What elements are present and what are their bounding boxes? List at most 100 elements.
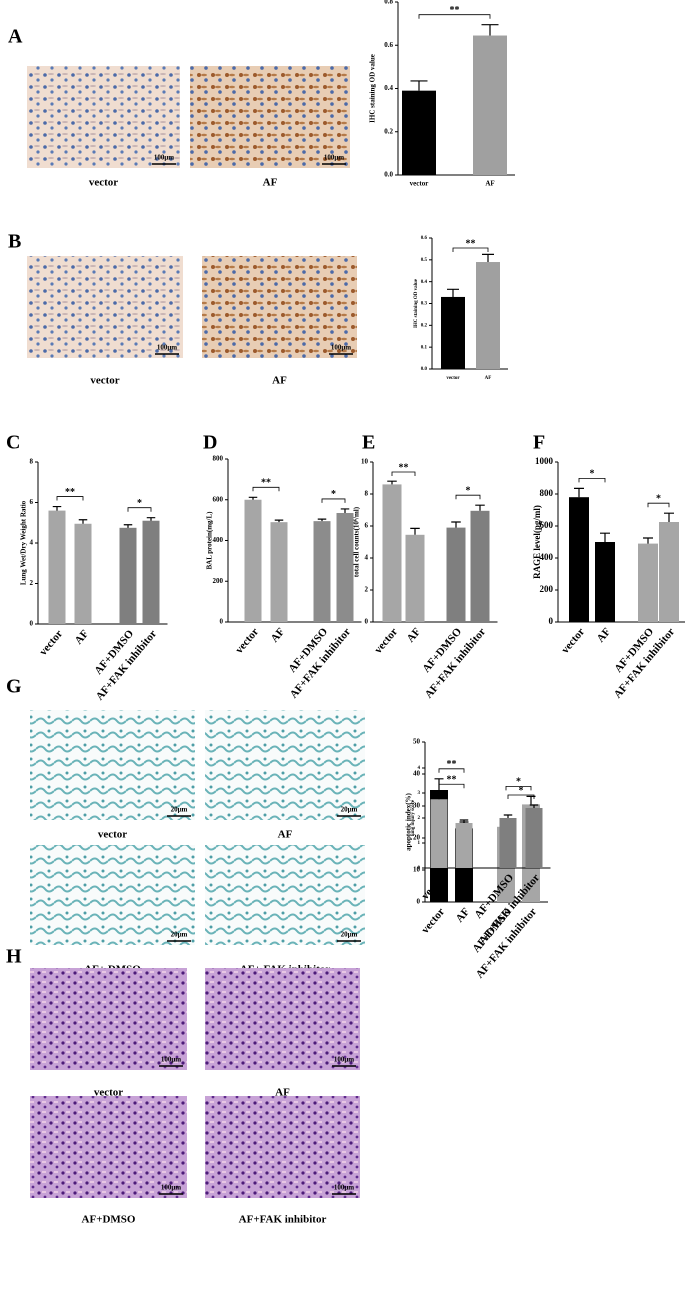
bar bbox=[48, 510, 66, 624]
panel-label: D bbox=[203, 432, 217, 454]
y-tick-label: 0.6 bbox=[384, 41, 393, 49]
micrograph bbox=[205, 710, 365, 820]
error-bar bbox=[447, 288, 459, 297]
significance-bracket bbox=[418, 14, 491, 19]
y-tick-label: 2 bbox=[365, 586, 369, 594]
micrograph bbox=[30, 968, 187, 1070]
error-bar bbox=[482, 253, 494, 263]
error-bar bbox=[643, 537, 653, 544]
micrograph-caption: vector bbox=[90, 375, 119, 387]
y-tick-label: 2 bbox=[30, 579, 34, 587]
micrograph bbox=[205, 845, 365, 945]
y-tick-label: 10 bbox=[361, 458, 369, 466]
significance-label: * bbox=[516, 777, 521, 788]
error-bar bbox=[340, 508, 350, 513]
scale-bar-label: 20μm bbox=[341, 931, 358, 939]
error-bar bbox=[317, 518, 327, 522]
bar bbox=[455, 823, 473, 868]
bar bbox=[270, 522, 288, 622]
scale-bar-label: 20μm bbox=[171, 806, 188, 814]
y-tick-label: 4 bbox=[365, 554, 369, 562]
error-bar bbox=[274, 519, 284, 523]
y-tick-label: 1 bbox=[418, 841, 421, 846]
significance-label: * bbox=[137, 498, 142, 509]
significance-label: * bbox=[656, 493, 661, 504]
micrographs: 100μm vector 100μm AF 100μm vector 100μm AF 20μm… bbox=[27, 66, 365, 1226]
bar bbox=[430, 799, 448, 868]
bar bbox=[473, 35, 507, 175]
significance-label: ** bbox=[466, 238, 476, 249]
micrograph bbox=[190, 66, 350, 168]
panel-label: G bbox=[6, 676, 22, 698]
error-bar bbox=[475, 504, 485, 511]
y-tick-label: 0.5 bbox=[421, 258, 428, 263]
significance-bracket bbox=[647, 502, 670, 508]
micrograph-caption: AF bbox=[275, 1087, 290, 1099]
error-bar bbox=[410, 80, 428, 91]
y-tick-label: 8 bbox=[30, 458, 34, 466]
bar bbox=[74, 523, 92, 624]
micrograph bbox=[205, 968, 360, 1070]
significance-bracket bbox=[455, 494, 481, 500]
significance-label: ** bbox=[447, 775, 457, 786]
significance-bracket bbox=[452, 247, 489, 252]
x-tick-label: vector bbox=[559, 626, 587, 656]
y-tick-label: 0.0 bbox=[384, 171, 393, 179]
error-bar bbox=[52, 505, 62, 511]
error-bar bbox=[387, 480, 397, 485]
y-tick-label: 200 bbox=[213, 577, 224, 585]
y-tick-label: 800 bbox=[213, 455, 224, 463]
y-tick-label: 800 bbox=[540, 488, 554, 498]
bar bbox=[336, 512, 354, 622]
error-bar bbox=[503, 814, 513, 818]
significance-label: * bbox=[466, 485, 471, 496]
y-axis-label: RAGE level(pg/ml) bbox=[532, 505, 542, 579]
error-bar bbox=[434, 793, 444, 800]
bar bbox=[446, 527, 466, 622]
y-axis-label: total cell counts(10⁶/ml) bbox=[353, 506, 361, 577]
error-bar bbox=[248, 496, 258, 500]
x-tick-label: vector bbox=[372, 626, 400, 656]
y-axis-label: IHC staining OD value bbox=[369, 54, 377, 123]
y-tick-label: 400 bbox=[213, 536, 224, 544]
significance-bracket bbox=[391, 471, 416, 476]
y-tick-label: 2 bbox=[418, 816, 421, 821]
scale-bar-label: 100μm bbox=[161, 1184, 181, 1192]
x-tick-label: vector bbox=[233, 626, 261, 656]
significance-bracket bbox=[438, 783, 465, 789]
significance-bracket bbox=[507, 794, 535, 799]
y-tick-label: 0.4 bbox=[384, 84, 393, 92]
y-tick-label: 20 bbox=[413, 834, 421, 842]
y-tick-label: 3 bbox=[418, 791, 421, 796]
significance-bracket bbox=[578, 478, 606, 483]
scale-bar-label: 100μm bbox=[154, 154, 174, 162]
x-tick-label: vector bbox=[410, 180, 429, 188]
panel-label: F bbox=[533, 432, 545, 454]
y-tick-label: 40 bbox=[413, 770, 421, 778]
scale-bar-label: 100μm bbox=[331, 344, 351, 352]
micrograph bbox=[27, 66, 180, 168]
x-tick-label: AF bbox=[269, 626, 288, 645]
y-tick-label: 8 bbox=[365, 490, 369, 498]
y-tick-label: 0 bbox=[418, 866, 421, 871]
y-tick-label: 1000 bbox=[535, 456, 554, 466]
micrograph-caption: vector bbox=[98, 829, 127, 841]
micrograph bbox=[30, 1096, 187, 1198]
error-bar bbox=[410, 527, 420, 535]
x-tick-label: vector bbox=[446, 376, 460, 381]
error-bar bbox=[451, 521, 461, 528]
micrograph-caption: AF bbox=[263, 177, 278, 189]
bar bbox=[382, 484, 402, 622]
scale-bar-label: 100μm bbox=[157, 344, 177, 352]
micrograph-caption: AF+FAK inhibitor bbox=[239, 1214, 327, 1226]
y-tick-label: 0.8 bbox=[384, 0, 393, 6]
error-bar bbox=[664, 512, 674, 522]
error-bar bbox=[146, 517, 156, 521]
scale-bar-label: 100μm bbox=[334, 1184, 354, 1192]
significance-bracket bbox=[438, 768, 465, 773]
x-tick-label: vector bbox=[37, 628, 65, 658]
bar bbox=[405, 534, 425, 622]
significance-bracket bbox=[252, 486, 280, 492]
significance-bracket bbox=[127, 507, 152, 512]
